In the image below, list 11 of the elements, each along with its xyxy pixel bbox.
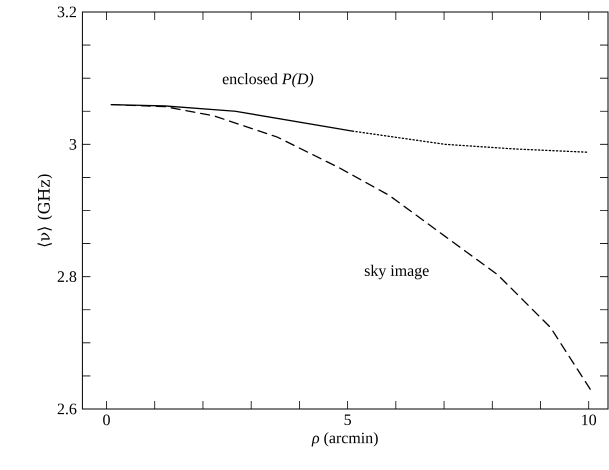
x-tick-label: 5: [344, 414, 351, 426]
y-tick-label: 3.2: [58, 6, 76, 18]
annotation: enclosed P(D): [222, 73, 314, 88]
annotation: sky image: [364, 264, 429, 280]
x-tick-label: 0: [103, 414, 110, 426]
y-tick-label: 2.6: [58, 404, 76, 414]
y-axis-title: ⟨ν⟩ (GHz): [38, 174, 52, 246]
y-tick-label: 3: [70, 138, 76, 150]
x-tick-label: 10: [582, 414, 596, 426]
y-tick-label: 2.8: [58, 271, 76, 282]
x-axis-title: ρ (arcmin): [312, 432, 378, 447]
